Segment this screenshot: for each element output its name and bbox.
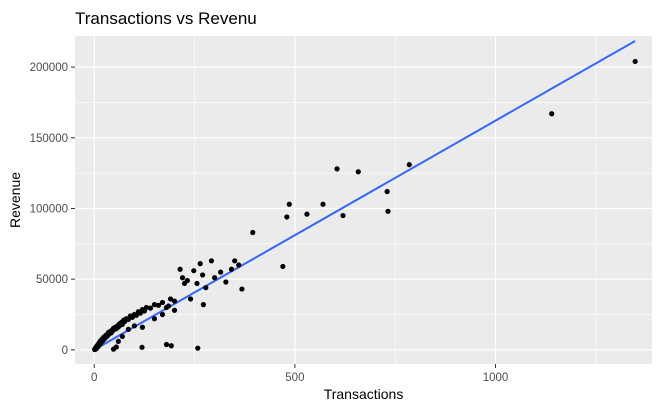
data-point xyxy=(228,266,235,272)
y-axis-title: Revenue xyxy=(7,172,23,228)
data-point xyxy=(171,298,178,304)
y-axis-ticks: 0 50000 100000 150000 200000 xyxy=(30,62,75,357)
data-point xyxy=(355,169,361,175)
data-point xyxy=(406,162,412,168)
x-axis-ticks: 0 500 1000 xyxy=(91,364,508,384)
y-tick-label: 100000 xyxy=(30,203,68,215)
data-point xyxy=(167,296,174,302)
data-point xyxy=(139,344,145,350)
x-tick-label: 0 xyxy=(91,372,97,384)
data-point xyxy=(280,263,286,270)
data-point xyxy=(139,324,146,330)
data-point xyxy=(385,208,391,214)
data-point xyxy=(191,268,197,274)
minor-gridlines xyxy=(75,36,652,364)
data-point xyxy=(115,338,121,344)
data-point xyxy=(223,279,229,285)
data-point xyxy=(286,201,292,207)
x-tick-label: 1000 xyxy=(483,372,509,384)
y-tick-label: 50000 xyxy=(36,274,68,286)
data-point xyxy=(151,316,158,322)
data-points xyxy=(92,58,638,353)
y-tick-label: 150000 xyxy=(30,133,68,145)
data-point xyxy=(199,272,206,278)
data-point xyxy=(143,304,150,311)
data-point xyxy=(165,303,172,309)
data-point xyxy=(340,212,346,219)
data-point xyxy=(334,166,340,172)
data-point xyxy=(208,258,215,264)
y-tick-label: 0 xyxy=(62,345,68,357)
data-point xyxy=(384,188,390,195)
data-point xyxy=(187,296,194,302)
major-gridlines xyxy=(75,36,652,364)
data-point xyxy=(549,111,555,117)
data-point xyxy=(200,302,207,308)
data-point xyxy=(168,343,174,349)
data-point xyxy=(194,280,200,287)
data-point xyxy=(304,211,310,217)
data-point xyxy=(239,286,245,292)
data-point xyxy=(184,277,190,284)
data-point xyxy=(155,302,162,308)
data-point xyxy=(159,311,166,318)
data-point xyxy=(171,307,178,313)
data-point xyxy=(284,214,290,220)
data-point xyxy=(147,305,154,311)
data-point xyxy=(236,262,242,268)
data-point xyxy=(131,323,137,329)
trend-line xyxy=(93,40,636,351)
chart-title: Transactions vs Revenu xyxy=(75,9,257,28)
data-point xyxy=(212,275,218,281)
x-tick-label: 500 xyxy=(285,372,304,384)
data-point xyxy=(195,345,201,351)
data-point xyxy=(218,269,224,275)
data-point xyxy=(151,302,158,308)
plot-panel xyxy=(75,36,652,364)
data-point xyxy=(163,341,170,348)
data-point xyxy=(632,58,638,65)
data-point xyxy=(125,326,131,332)
data-point xyxy=(232,258,238,264)
data-point xyxy=(113,344,119,350)
data-point xyxy=(177,266,183,272)
trend-line-layer xyxy=(93,40,636,351)
data-point xyxy=(250,229,256,236)
data-point xyxy=(159,299,166,306)
y-tick-label: 200000 xyxy=(30,62,68,74)
data-point xyxy=(203,285,209,291)
data-point xyxy=(197,261,203,267)
data-point xyxy=(320,201,326,207)
x-axis-title: Transactions xyxy=(324,386,404,402)
data-point xyxy=(179,275,186,281)
data-point xyxy=(119,333,125,340)
